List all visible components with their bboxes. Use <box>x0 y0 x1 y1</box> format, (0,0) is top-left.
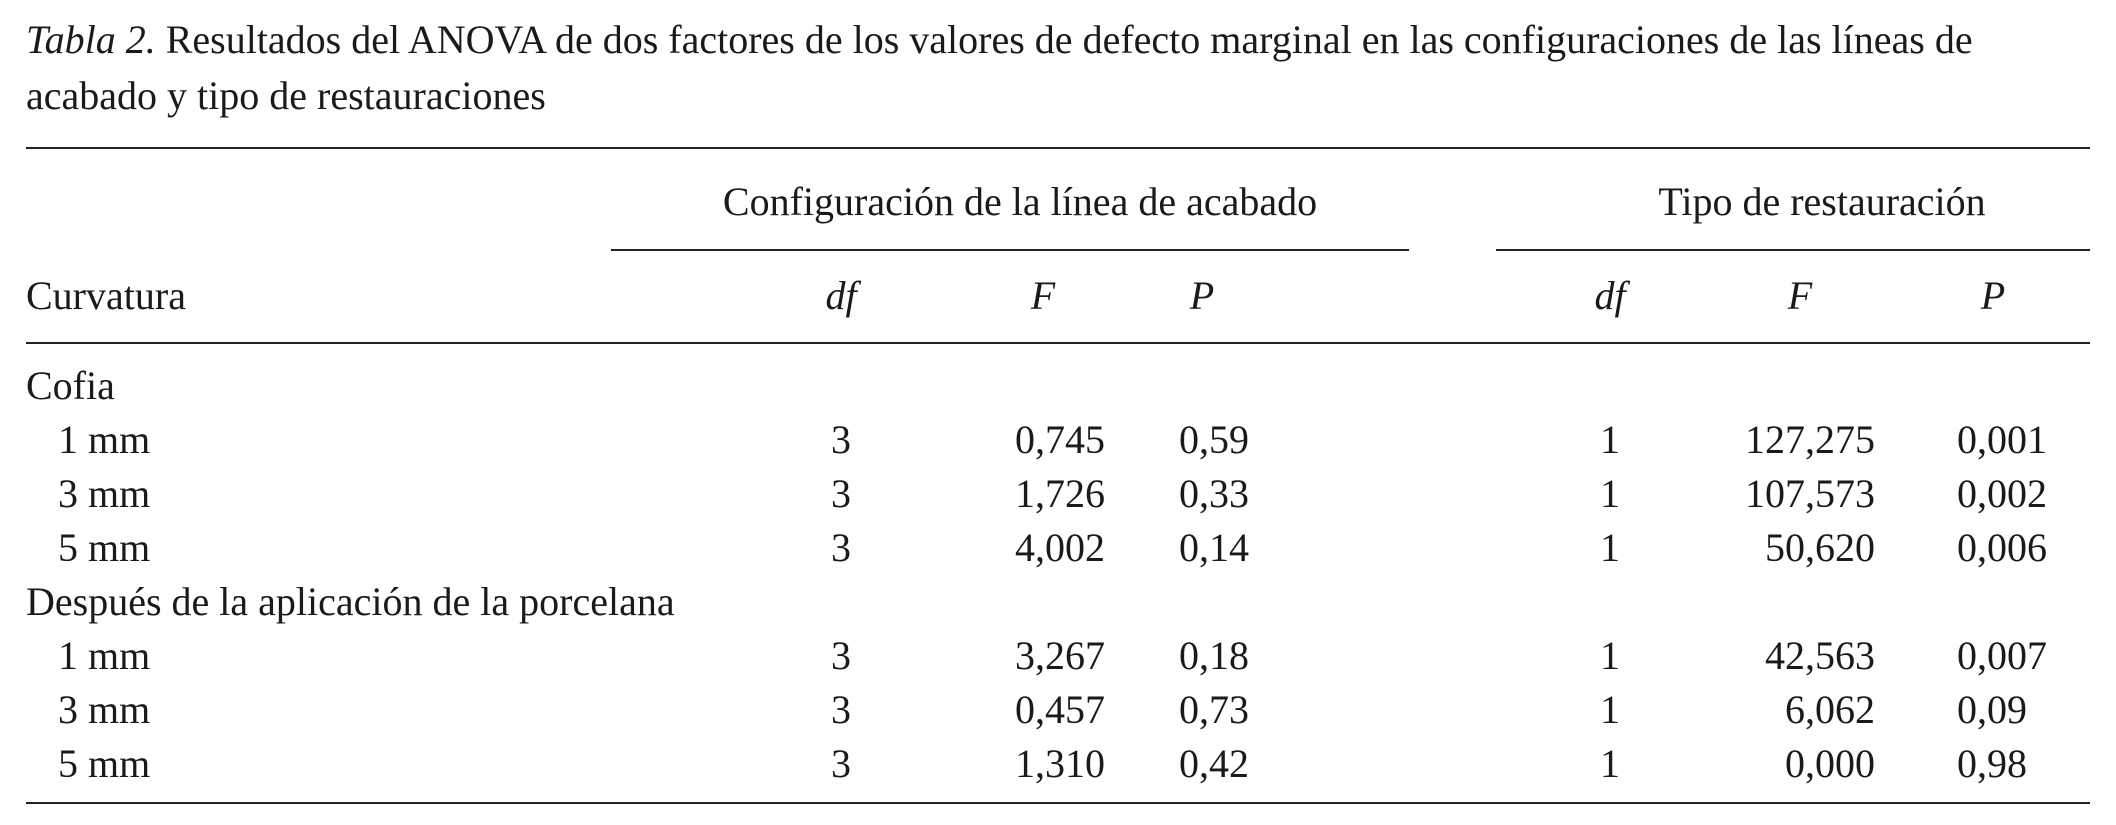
table-cell: 1 <box>1600 417 1620 462</box>
row-header-curvatura: Curvatura <box>26 273 186 318</box>
group-header-finish-line: Configuración de la línea de acabado <box>722 179 1318 224</box>
top-rule <box>26 147 2090 149</box>
table-cell: 0,73 <box>1179 687 1249 732</box>
col-header-df-2: df <box>1594 273 1626 318</box>
col-header-p-1: P <box>1189 273 1215 318</box>
table-cell: 0,59 <box>1179 417 1249 462</box>
table-cell: 1 <box>1600 741 1620 786</box>
row-label: 3 mm <box>58 687 151 732</box>
col-header-f-2: F <box>1787 273 1813 318</box>
table-cell: 0,002 <box>1957 471 2047 516</box>
table-cell: 0,33 <box>1179 471 1249 516</box>
table-cell: 1 <box>1600 525 1620 570</box>
table-cell: 0,745 <box>1015 417 1105 462</box>
row-label: 1 mm <box>58 417 151 462</box>
group-rule-finish-line <box>611 249 1409 251</box>
table-cell: 50,620 <box>1765 525 1875 570</box>
table-cell: 0,001 <box>1957 417 2047 462</box>
table-cell: 0,98 <box>1957 741 2027 786</box>
group-rule-restoration-type <box>1496 249 2090 251</box>
caption-text: Resultados del ANOVA de dos factores de … <box>26 17 1973 118</box>
row-label: 5 mm <box>58 525 151 570</box>
col-header-p-2: P <box>1980 273 2006 318</box>
group-label: Después de la aplicación de la porcelana <box>26 579 675 624</box>
table-cell: 0,14 <box>1179 525 1249 570</box>
table-cell: 1,726 <box>1015 471 1105 516</box>
col-header-f-1: F <box>1030 273 1056 318</box>
group-header-restoration-type: Tipo de restauración <box>1658 179 1986 224</box>
table-cell: 0,006 <box>1957 525 2047 570</box>
header-rule <box>26 342 2090 344</box>
table-cell: 0,18 <box>1179 633 1249 678</box>
table-cell: 3,267 <box>1015 633 1105 678</box>
col-header-df-1: df <box>825 273 857 318</box>
table-cell: 3 <box>831 471 851 516</box>
table-cell: 0,457 <box>1015 687 1105 732</box>
table-cell: 1,310 <box>1015 741 1105 786</box>
table-cell: 3 <box>831 417 851 462</box>
table-cell: 0,007 <box>1957 633 2047 678</box>
table-cell: 3 <box>831 525 851 570</box>
table-cell: 3 <box>831 633 851 678</box>
table-cell: 4,002 <box>1015 525 1105 570</box>
table-cell: 0,000 <box>1785 741 1875 786</box>
table-cell: 1 <box>1600 633 1620 678</box>
table-cell: 0,42 <box>1179 741 1249 786</box>
table-cell: 6,062 <box>1785 687 1875 732</box>
table-number: Tabla 2. <box>26 17 156 62</box>
table-cell: 0,09 <box>1957 687 2027 732</box>
group-label: Cofia <box>26 363 115 408</box>
table-cell: 127,275 <box>1745 417 1875 462</box>
table-cell: 42,563 <box>1765 633 1875 678</box>
table-cell: 3 <box>831 741 851 786</box>
table-cell: 3 <box>831 687 851 732</box>
table-caption: Tabla 2. Resultados del ANOVA de dos fac… <box>26 12 2096 124</box>
row-label: 5 mm <box>58 741 151 786</box>
table-cell: 1 <box>1600 687 1620 732</box>
table-cell: 1 <box>1600 471 1620 516</box>
row-label: 1 mm <box>58 633 151 678</box>
bottom-rule <box>26 802 2090 804</box>
table-cell: 107,573 <box>1745 471 1875 516</box>
row-label: 3 mm <box>58 471 151 516</box>
